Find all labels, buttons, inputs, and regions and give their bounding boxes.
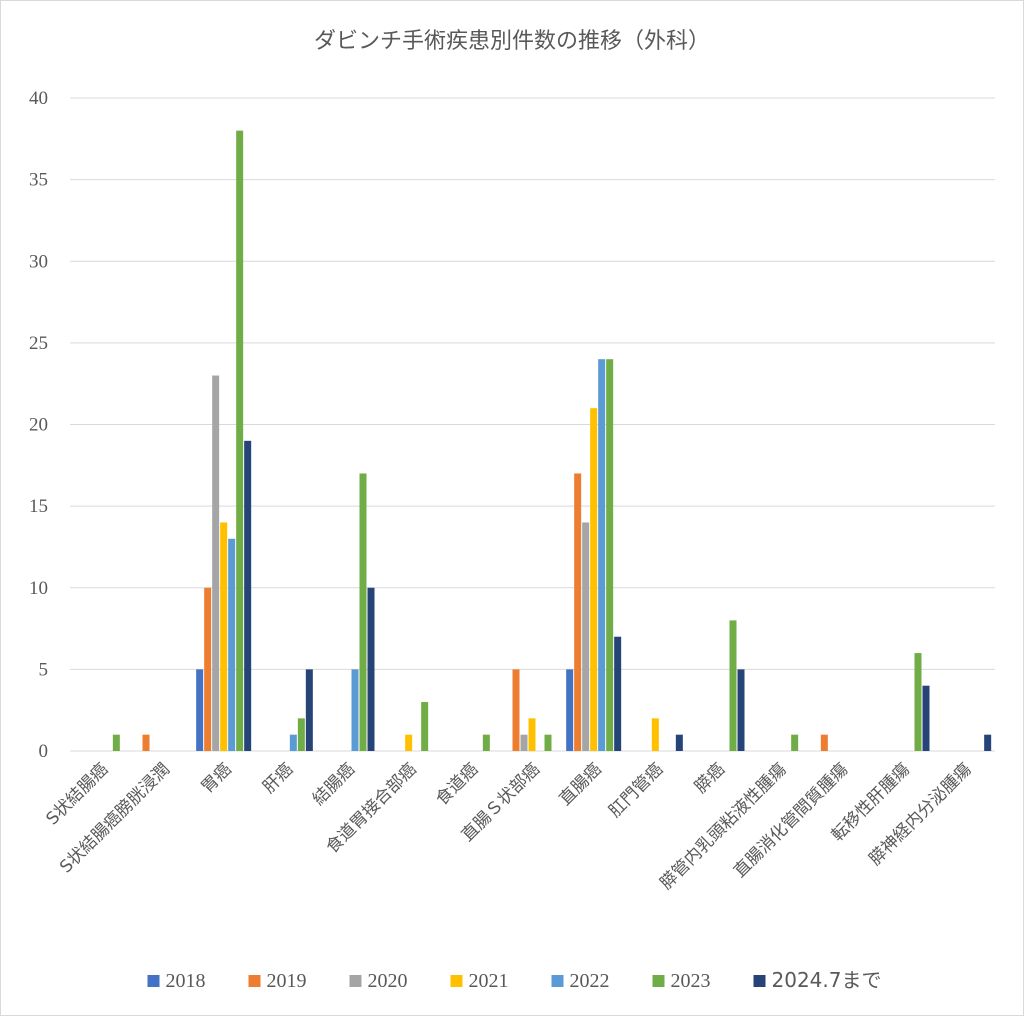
y-tick-label: 15	[29, 496, 48, 517]
legend-swatch	[147, 975, 160, 987]
bar	[574, 473, 582, 751]
legend-swatch	[349, 975, 362, 987]
bar	[566, 669, 574, 751]
category-label: 膵癌	[691, 759, 729, 797]
legend-label: 2021	[469, 970, 509, 992]
bar	[220, 522, 228, 751]
bar	[359, 473, 367, 751]
bar	[305, 669, 313, 751]
y-tick-label: 40	[29, 88, 48, 109]
y-axis-ticks: 0 5 10 15 20 25 30 35 40	[29, 88, 48, 762]
bar	[729, 620, 737, 751]
y-tick-label: 30	[29, 251, 48, 272]
y-tick-label: 5	[39, 659, 49, 680]
bar	[737, 669, 745, 751]
bar	[590, 408, 598, 751]
bar	[512, 669, 520, 751]
legend-swatch	[652, 975, 665, 987]
legend-swatch	[753, 975, 766, 987]
y-tick-label: 10	[29, 578, 48, 599]
category-label: 肛門管癌	[605, 759, 667, 821]
y-tick-label: 25	[29, 333, 48, 354]
bar	[606, 359, 614, 751]
y-tick-label: 35	[29, 170, 48, 191]
category-label: 直腸癌	[555, 759, 605, 809]
bar	[405, 734, 413, 751]
bar	[367, 587, 375, 751]
legend-label: 2023	[671, 970, 711, 992]
bar	[421, 702, 429, 751]
bar	[228, 538, 236, 751]
legend-label: 2018	[166, 970, 206, 992]
bar	[675, 734, 683, 751]
bar	[196, 669, 204, 751]
chart-title: ダビンチ手術疾患別件数の推移（外科）	[314, 29, 710, 54]
bar	[984, 734, 992, 751]
category-label: 胃癌	[198, 759, 236, 797]
bar	[820, 734, 828, 751]
legend-label: 2022	[570, 970, 610, 992]
bar	[289, 734, 297, 751]
category-label: 膵神経内分泌腫瘍	[865, 759, 975, 869]
category-label: 結腸癌	[309, 759, 359, 809]
category-label: 直腸消化管間質腫瘍	[730, 759, 852, 881]
bar	[922, 685, 930, 751]
bar	[351, 669, 359, 751]
legend: 2018 2019 2020 2021 2022 2023 2024.7まで	[147, 968, 882, 992]
bar	[112, 734, 120, 751]
bar	[204, 587, 212, 751]
bar	[582, 522, 590, 751]
category-label: S状結腸癌膀胱浸潤	[56, 759, 174, 877]
category-label: 肝癌	[259, 759, 297, 797]
bar	[244, 440, 252, 751]
bar	[614, 636, 622, 751]
legend-swatch	[450, 975, 463, 987]
bar	[482, 734, 490, 751]
y-tick-label: 0	[39, 741, 49, 762]
bars	[112, 130, 992, 751]
bar	[544, 734, 552, 751]
bar	[528, 718, 536, 751]
bar	[791, 734, 799, 751]
legend-label: 2019	[267, 970, 307, 992]
bar	[212, 375, 220, 751]
bar	[236, 130, 244, 751]
bar	[651, 718, 659, 751]
category-label: 食道癌	[432, 759, 482, 809]
legend-swatch	[551, 975, 564, 987]
y-tick-label: 20	[29, 415, 48, 436]
legend-label: 2024.7まで	[772, 968, 882, 992]
legend-swatch	[248, 975, 261, 987]
bar	[598, 359, 606, 751]
bar	[520, 734, 528, 751]
bar	[142, 734, 150, 751]
bar	[297, 718, 305, 751]
legend-label: 2020	[368, 970, 408, 992]
bar	[914, 653, 922, 751]
